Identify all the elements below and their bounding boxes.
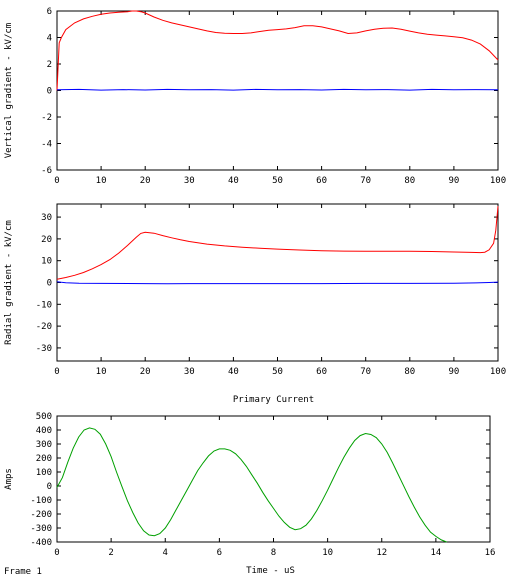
- x-tick-label: 2: [108, 548, 113, 558]
- x-tick-label: 0: [54, 176, 59, 186]
- y-axis-label: Amps: [4, 468, 14, 490]
- y-tick-label: 0: [47, 482, 52, 492]
- x-tick-label: 20: [140, 367, 151, 377]
- x-tick-label: 12: [376, 548, 387, 558]
- x-tick-label: 70: [360, 367, 371, 377]
- y-tick-label: 200: [36, 454, 52, 464]
- y-tick-label: -400: [30, 538, 52, 548]
- frame-label: Frame 1: [4, 567, 42, 577]
- x-tick-label: 30: [184, 176, 195, 186]
- x-tick-label: 10: [96, 176, 107, 186]
- x-tick-label: 0: [54, 548, 59, 558]
- y-tick-label: 300: [36, 440, 52, 450]
- x-tick-label: 0: [54, 367, 59, 377]
- chart-title: Primary Current: [233, 395, 314, 405]
- plot-frame: [56, 203, 499, 362]
- series-line-2: [56, 88, 499, 91]
- x-tick-label: 50: [272, 367, 283, 377]
- x-tick-label: 50: [272, 176, 283, 186]
- x-tick-label: 40: [228, 367, 239, 377]
- series-line-2: [56, 281, 499, 285]
- y-tick-label: 6: [47, 7, 52, 17]
- y-axis-label: Radial gradient - kV/cm: [4, 220, 14, 345]
- y-tick-label: 500: [36, 412, 52, 422]
- x-tick-label: 20: [140, 176, 151, 186]
- y-tick-label: -20: [36, 322, 52, 332]
- y-tick-label: -6: [41, 166, 52, 176]
- chart-3: 0 2 4 6 8 10 12 14 16 -400 -300 -200 -100 0 100 200 300 4…: [4, 395, 495, 576]
- series-line-1: [56, 10, 499, 91]
- y-tick-label: -100: [30, 496, 52, 506]
- x-tick-label: 14: [430, 548, 441, 558]
- x-tick-label: 100: [490, 367, 506, 377]
- y-tick-label: -10: [36, 300, 52, 310]
- y-tick-label: -2: [41, 113, 52, 123]
- series-line-1: [56, 427, 447, 543]
- y-tick-label: -4: [41, 140, 52, 150]
- x-tick-label: 70: [360, 176, 371, 186]
- y-tick-label: 2: [47, 60, 52, 70]
- x-tick-label: 60: [316, 367, 327, 377]
- y-tick-label: 400: [36, 426, 52, 436]
- x-tick-label: 6: [217, 548, 222, 558]
- x-tick-label: 10: [96, 367, 107, 377]
- x-tick-label: 40: [228, 176, 239, 186]
- x-tick-label: 16: [485, 548, 496, 558]
- y-tick-label: 30: [41, 213, 52, 223]
- x-tick-label: 80: [404, 176, 415, 186]
- x-tick-label: 10: [322, 548, 333, 558]
- x-tick-label: 90: [448, 176, 459, 186]
- y-tick-label: 100: [36, 468, 52, 478]
- x-tick-label: 30: [184, 367, 195, 377]
- chart-2: 0 10 20 30 40 50 60 70 80 90 100 -30 -20 -10 0 10 20 30 Ra…: [4, 203, 506, 377]
- y-tick-label: 20: [41, 235, 52, 245]
- x-tick-label: 80: [404, 367, 415, 377]
- y-axis-label: Vertical gradient - kV/cm: [4, 23, 14, 158]
- y-tick-label: -300: [30, 524, 52, 534]
- plot-frame: [56, 415, 491, 543]
- chart-1: 0 10 20 30 40 50 60 70 80 90 100 -6 -4 -2 0 2 4 6 Vertical…: [4, 7, 506, 186]
- x-tick-label: 90: [448, 367, 459, 377]
- x-axis-label: Time - uS: [246, 566, 295, 576]
- y-tick-label: 0: [47, 279, 52, 289]
- x-tick-label: 8: [271, 548, 276, 558]
- x-tick-label: 100: [490, 176, 506, 186]
- x-tick-label: 4: [163, 548, 168, 558]
- y-tick-label: 0: [47, 87, 52, 97]
- y-tick-label: -200: [30, 510, 52, 520]
- y-tick-label: -30: [36, 344, 52, 354]
- y-tick-label: 10: [41, 257, 52, 267]
- series-line-1: [56, 206, 499, 280]
- x-tick-label: 60: [316, 176, 327, 186]
- y-tick-label: 4: [47, 34, 52, 44]
